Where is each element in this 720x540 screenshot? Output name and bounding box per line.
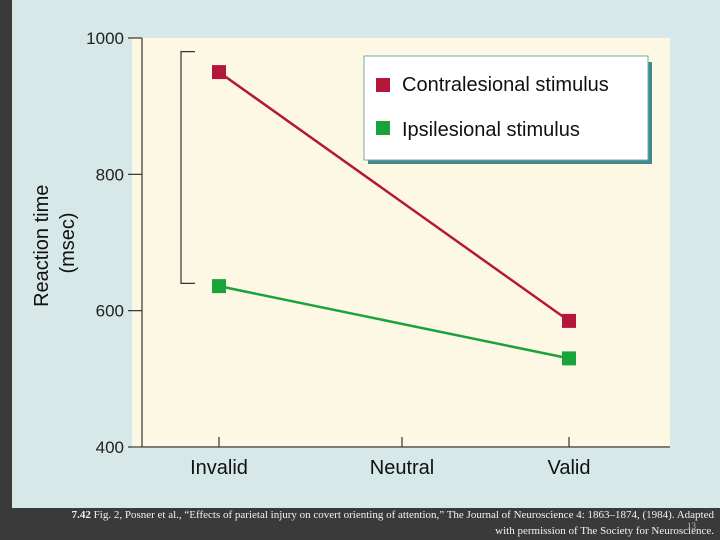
figure-caption: 7.42 Fig. 2, Posner et al., “Effects of … [0, 507, 714, 540]
y-tick-label: 800 [96, 165, 124, 184]
series-line-1 [218, 284, 570, 360]
x-tick-label: Valid [548, 457, 591, 479]
y-tick-label: 1000 [86, 29, 124, 48]
slide-number: 13 [687, 521, 696, 531]
data-point-marker [212, 65, 226, 80]
data-point-marker [562, 351, 576, 366]
difference-bracket [180, 51, 195, 284]
caption-line1: Fig. 2, Posner et al., “Effects of parie… [90, 509, 714, 521]
x-tick-label: Neutral [370, 457, 434, 479]
legend-label-contralesional: Contralesional stimulus [402, 74, 609, 96]
y-axis-label-line1: Reaction time [31, 185, 53, 307]
figure-number: 7.42 [71, 509, 91, 521]
slide: 400 600 800 1000 Invalid Neutral Valid Contral… [12, 0, 720, 508]
legend-swatch-contralesional [376, 78, 390, 92]
legend-swatch-ipsilesional [376, 121, 390, 135]
legend-label-ipsilesional: Ipsilesional stimulus [402, 119, 580, 141]
data-point-marker [212, 279, 226, 294]
axes: 400 600 800 1000 Invalid Neutral Valid [86, 29, 670, 479]
y-axis-label: Reaction time (msec) [31, 179, 79, 307]
x-tick-label: Invalid [190, 457, 248, 479]
legend: Contralesional stimulus Ipsilesional sti… [363, 55, 652, 164]
data-point-marker [562, 313, 576, 328]
y-tick-label: 600 [96, 302, 124, 321]
legend-box [363, 55, 649, 161]
series-line-0 [218, 71, 570, 322]
caption-line2: with permission of The Society for Neuro… [495, 525, 714, 537]
bracket-layer [180, 51, 195, 284]
series-layer [212, 65, 576, 366]
y-axis-label-line2: (msec) [57, 212, 79, 273]
y-tick-label: 400 [96, 438, 124, 457]
line-chart: 400 600 800 1000 Invalid Neutral Valid Contral… [31, 29, 670, 479]
